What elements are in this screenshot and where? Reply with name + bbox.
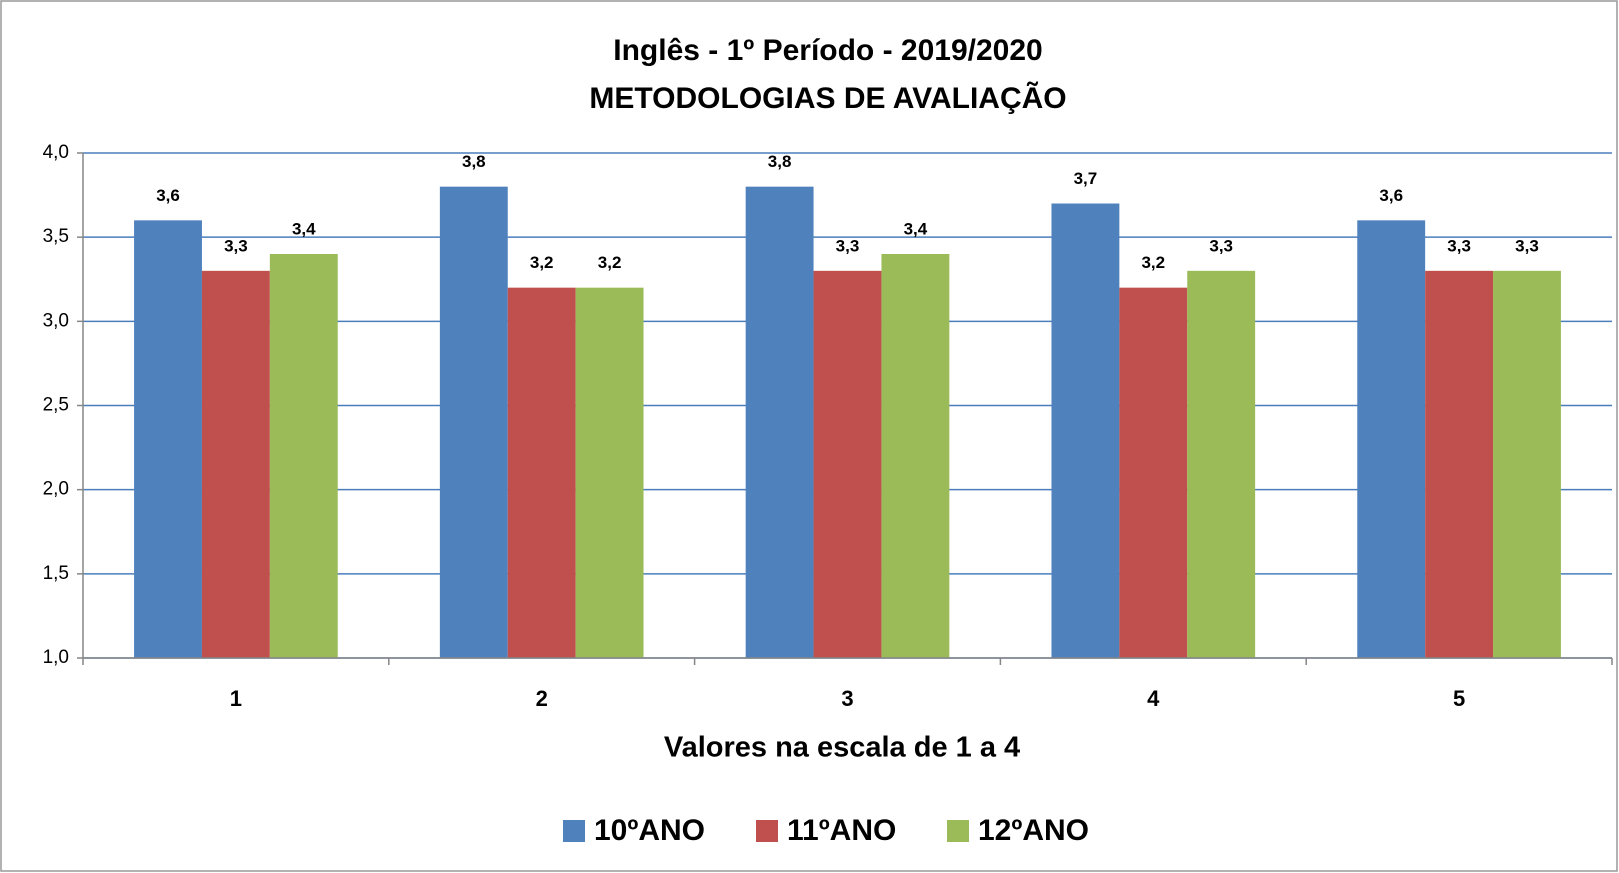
bar bbox=[269, 254, 338, 658]
data-label: 3,8 bbox=[462, 152, 486, 171]
legend-swatch bbox=[947, 820, 969, 842]
bar bbox=[1187, 270, 1256, 658]
bar bbox=[1357, 220, 1426, 659]
y-tick-label: 3,0 bbox=[43, 310, 69, 331]
data-label: 3,2 bbox=[530, 253, 554, 272]
bar bbox=[1119, 287, 1188, 658]
data-label: 3,3 bbox=[836, 236, 860, 255]
data-label: 3,8 bbox=[768, 152, 792, 171]
legend-label: 11ºANO bbox=[787, 814, 896, 847]
chart-subtitle: METODOLOGIAS DE AVALIAÇÃO bbox=[589, 81, 1066, 115]
bar bbox=[745, 186, 814, 658]
y-tick-label: 2,5 bbox=[43, 395, 69, 416]
y-tick-label: 1,5 bbox=[43, 563, 69, 584]
bar bbox=[1425, 270, 1494, 658]
data-label: 3,3 bbox=[224, 236, 248, 255]
bar bbox=[575, 287, 644, 658]
bar bbox=[813, 270, 882, 658]
x-tick-label: 3 bbox=[841, 686, 853, 711]
x-tick-label: 4 bbox=[1147, 686, 1160, 711]
bar bbox=[1051, 203, 1120, 658]
bar bbox=[134, 220, 202, 659]
data-label: 3,6 bbox=[1379, 186, 1403, 205]
data-label: 3,6 bbox=[156, 186, 180, 205]
bar bbox=[881, 254, 950, 658]
data-label: 3,3 bbox=[1447, 236, 1471, 255]
x-tick-label: 1 bbox=[230, 686, 242, 711]
legend-swatch bbox=[756, 820, 778, 842]
chart-title: Inglês - 1º Período - 2019/2020 bbox=[613, 34, 1042, 67]
data-label: 3,4 bbox=[292, 219, 316, 238]
y-tick-label: 2,0 bbox=[43, 479, 69, 500]
y-tick-label: 4,0 bbox=[43, 142, 69, 163]
bar bbox=[201, 270, 270, 658]
legend-label: 10ºANO bbox=[594, 814, 705, 847]
data-label: 3,2 bbox=[598, 253, 622, 272]
bar bbox=[439, 186, 508, 658]
data-label: 3,7 bbox=[1074, 169, 1098, 188]
data-label: 3,4 bbox=[904, 219, 928, 238]
x-axis-label: Valores na escala de 1 a 4 bbox=[664, 732, 1020, 764]
x-tick-label: 5 bbox=[1453, 686, 1465, 711]
data-label: 3,3 bbox=[1515, 236, 1539, 255]
data-label: 3,2 bbox=[1141, 253, 1165, 272]
x-tick-label: 2 bbox=[536, 686, 548, 711]
legend-label: 12ºANO bbox=[978, 814, 1089, 847]
y-tick-label: 3,5 bbox=[43, 226, 69, 247]
y-tick-label: 1,0 bbox=[43, 647, 69, 668]
data-label: 3,3 bbox=[1209, 236, 1233, 255]
bar bbox=[507, 287, 576, 658]
legend-swatch bbox=[563, 820, 585, 842]
bar bbox=[1493, 270, 1561, 658]
